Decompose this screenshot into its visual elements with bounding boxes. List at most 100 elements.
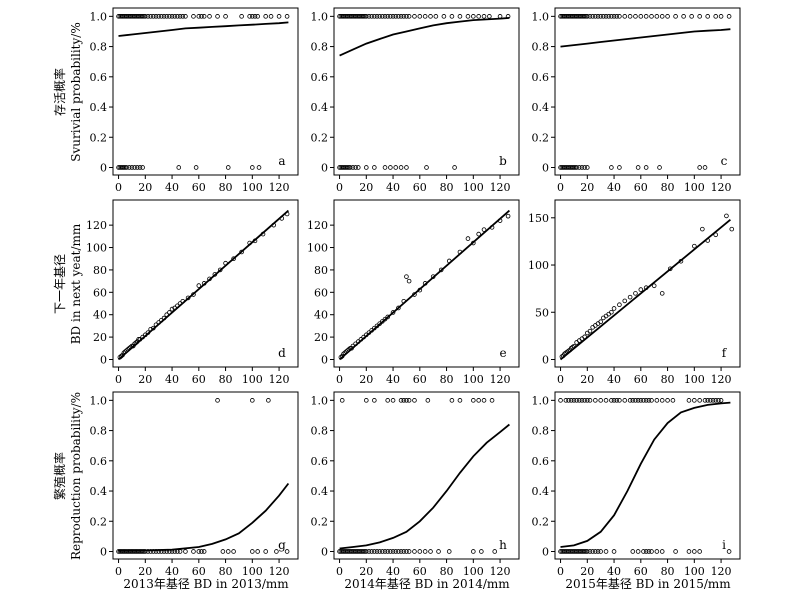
y-tick-label: 120	[86, 219, 107, 232]
x-tick-label: 100	[463, 373, 484, 386]
data-point	[366, 14, 372, 19]
x-tick-label: 20	[359, 565, 373, 578]
panel-letter-label: b	[499, 154, 507, 168]
panel-c: 0 0.2 0.4 0.6 0.8 1.0 0 20 40 60 80 100 120 c	[532, 7, 741, 194]
data-point	[465, 236, 471, 241]
data-point	[196, 283, 202, 288]
data-point	[372, 165, 377, 170]
data-point	[603, 313, 609, 319]
x-tick-label: 60	[192, 565, 206, 578]
data-point	[385, 314, 391, 320]
x-tick-label: 120	[490, 181, 511, 194]
data-point	[433, 14, 439, 19]
x-tick-label: 40	[165, 181, 179, 194]
data-point	[366, 549, 372, 554]
data-point	[339, 398, 345, 403]
y-tick-label: 0.4	[532, 101, 550, 114]
x-tick-label: 100	[242, 565, 263, 578]
data-point	[172, 14, 178, 19]
data-point	[686, 398, 692, 403]
x-tick-label: 60	[634, 565, 648, 578]
data-point	[412, 549, 417, 554]
data-point	[697, 165, 702, 170]
data-point	[393, 14, 399, 19]
data-point	[659, 549, 665, 554]
x-tick-label: 100	[684, 565, 705, 578]
data-point	[476, 398, 481, 403]
data-point	[700, 226, 705, 232]
data-point	[422, 14, 428, 19]
data-point	[183, 549, 188, 554]
data-point	[713, 14, 719, 19]
data-point	[382, 549, 388, 554]
panel-g-frame	[112, 391, 299, 560]
data-point	[590, 14, 595, 19]
data-point	[401, 14, 407, 19]
data-point	[651, 283, 657, 289]
y-tick-label: 1.0	[90, 10, 108, 23]
x-tick-label: 60	[413, 373, 427, 386]
data-point	[393, 549, 399, 554]
fit-curve	[339, 423, 510, 550]
data-point	[471, 398, 476, 403]
x-tick-label: 0	[336, 373, 343, 386]
data-point	[654, 14, 660, 19]
data-point	[603, 549, 609, 554]
data-point	[263, 14, 268, 19]
data-point	[161, 14, 167, 19]
data-point	[598, 398, 603, 403]
data-point	[643, 398, 649, 403]
data-point	[633, 14, 638, 19]
y-tick-label: 0.8	[90, 425, 108, 438]
data-point	[593, 14, 598, 19]
data-point	[268, 14, 274, 19]
data-point	[380, 14, 385, 19]
y-tick-label: 0.6	[90, 71, 108, 84]
data-point	[585, 14, 590, 19]
data-point	[177, 549, 183, 554]
fit-curve	[118, 482, 290, 552]
data-point	[396, 549, 401, 554]
x-tick-label: 80	[440, 373, 454, 386]
data-point	[217, 267, 223, 273]
data-point	[601, 315, 606, 321]
y-tick-label: 0.2	[90, 515, 108, 528]
x-tick-label: 20	[359, 373, 373, 386]
x-tick-label: 120	[711, 373, 732, 386]
data-point	[132, 165, 137, 170]
fit-curve	[559, 219, 731, 361]
panel-h: 0 0.2 0.4 0.6 0.8 1.0 0 20 40 60 80 100 120 h	[311, 391, 520, 578]
x-tick-label: 120	[711, 181, 732, 194]
data-point	[617, 302, 622, 307]
data-point	[436, 549, 441, 554]
data-point	[380, 549, 385, 554]
data-point	[401, 398, 407, 403]
x-tick-label: 60	[192, 373, 206, 386]
data-point	[635, 549, 641, 554]
y-tick-label: 0.2	[532, 515, 550, 528]
data-point	[364, 14, 369, 19]
data-point	[406, 549, 412, 554]
x-tick-label: 100	[684, 181, 705, 194]
y-tick-label: 0	[321, 353, 328, 366]
x-tick-label: 120	[490, 373, 511, 386]
x-tick-label: 120	[269, 565, 290, 578]
panel-letter-label: e	[499, 346, 506, 360]
data-point	[284, 549, 290, 554]
x-tick-label: 100	[463, 181, 484, 194]
row-label-en-survival: Svurivial probability/%	[69, 22, 83, 161]
y-tick-label: 40	[314, 309, 328, 322]
data-point	[587, 549, 593, 554]
data-point	[372, 14, 377, 19]
data-point	[582, 165, 587, 170]
panel-i-frame	[554, 391, 741, 560]
data-point	[374, 549, 380, 554]
data-point	[404, 274, 409, 279]
x-tick-label: 120	[711, 565, 732, 578]
data-point	[635, 398, 641, 403]
data-point	[167, 14, 172, 19]
x-tick-label: 100	[242, 181, 263, 194]
data-point	[276, 14, 282, 19]
data-point	[393, 165, 399, 170]
data-point	[471, 14, 476, 19]
